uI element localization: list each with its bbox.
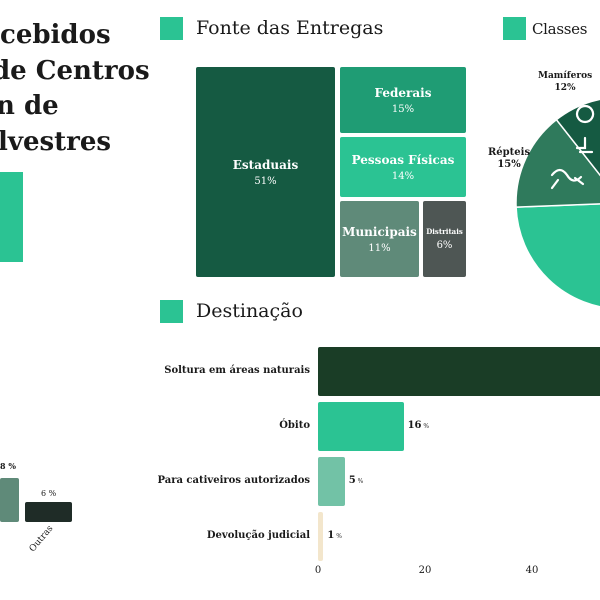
bar-category-label: Para cativeiros autorizados: [157, 475, 310, 486]
section-marker: [503, 17, 526, 40]
title-line: cebidos: [0, 20, 111, 50]
bar-value: 8 %: [0, 461, 16, 471]
bar: [318, 402, 404, 451]
cell-name: Federais: [374, 85, 432, 100]
cell-value: 15%: [391, 103, 415, 115]
bar-value: 6 %: [41, 489, 57, 498]
mammal-icon: [575, 104, 595, 154]
pie-label-mamiferos: Mamíferos 12%: [538, 70, 592, 94]
bar-chart-title: Destinação: [196, 300, 303, 322]
legend-block: [0, 172, 23, 262]
pie-label-repteis: Répteis 15%: [488, 147, 530, 171]
lizard-icon: [550, 168, 585, 190]
bar-category-label: Devolução judicial: [206, 530, 310, 541]
bar-value-label: 1 %: [327, 530, 342, 541]
bar: [318, 347, 600, 396]
treemap-cell-distritais: Distritais 6%: [423, 201, 466, 277]
x-tick-label: 0: [314, 565, 322, 576]
bar: [318, 512, 324, 561]
pie-slice-repteis: [515, 118, 600, 208]
slice-name: Mamíferos: [538, 71, 593, 81]
cell-value: 11%: [368, 242, 391, 254]
title-line: de Centros: [0, 56, 150, 86]
treemap-cell-municipais: Municipais 11%: [340, 201, 419, 277]
pie-slice-mamiferos: [555, 98, 600, 177]
cell-name: Pessoas Físicas: [351, 152, 455, 167]
section-marker: [160, 17, 183, 40]
cell-name: Estaduais: [232, 157, 299, 172]
bar-partial: [0, 478, 19, 522]
treemap-title: Fonte das Entregas: [196, 17, 384, 39]
bar-category-label: Óbito: [279, 420, 310, 431]
bar: [318, 457, 345, 506]
bar-category-label: Soltura em áreas naturais: [164, 365, 310, 376]
title-line: n de: [0, 91, 59, 121]
x-tick-label: 40: [525, 565, 539, 576]
cell-name: Distritais: [426, 227, 463, 236]
pie-slice-other: [515, 203, 600, 308]
treemap-cell-pessoas-fisicas: Pessoas Físicas 14%: [340, 137, 466, 197]
cell-value: 14%: [391, 170, 415, 182]
bar-value-label: 5 %: [348, 475, 364, 486]
bar-value-label: 16 %: [407, 420, 430, 431]
title-line: lvestres: [0, 127, 112, 157]
cell-value: 6%: [436, 240, 453, 251]
section-marker: [160, 300, 183, 323]
treemap-cell-federais: Federais 15%: [340, 67, 466, 133]
pie-title: Classes: [532, 20, 588, 38]
bar-outras: [25, 502, 72, 522]
treemap-cell-estaduais: Estaduais 51%: [196, 67, 335, 277]
x-tick-label: 20: [418, 565, 432, 576]
cell-value: 51%: [254, 175, 277, 187]
slice-name: Répteis: [488, 147, 531, 158]
slice-value: 15%: [497, 159, 521, 170]
cell-name: Municipais: [342, 224, 417, 239]
slice-value: 12%: [554, 83, 576, 93]
